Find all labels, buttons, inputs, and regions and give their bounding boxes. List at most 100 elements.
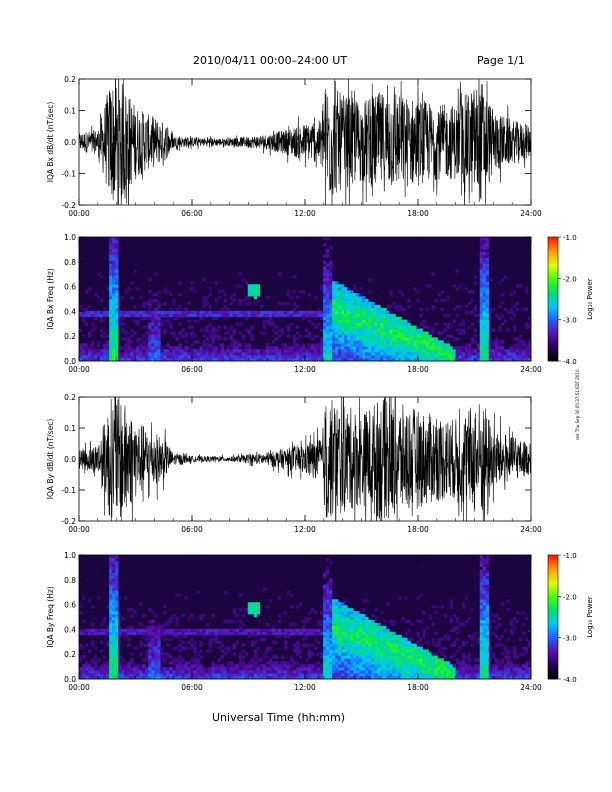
x-tick-label-0-3: 18:00 (407, 209, 429, 218)
spectrogram-cell (332, 602, 336, 606)
spectrogram-cell (326, 572, 330, 576)
spectrogram-cell (208, 313, 212, 318)
colorbar-swatch (548, 579, 558, 583)
spectrogram-cell (494, 634, 499, 638)
spectrogram-cell (85, 670, 89, 674)
spectrogram-cell (449, 346, 453, 350)
spectrogram-cell (154, 334, 158, 338)
spectrogram-cell (145, 676, 149, 680)
spectrogram-cell (317, 676, 321, 680)
spectrogram-cell (145, 313, 149, 318)
spectrogram-cell (461, 352, 465, 356)
spectrogram-cell (395, 673, 399, 677)
colorbar-swatch (548, 255, 558, 259)
spectrogram-cell (335, 637, 339, 641)
spectrogram-cell (305, 676, 309, 680)
spectrogram-cell (374, 625, 378, 630)
spectrogram-cell (365, 319, 369, 323)
y-tick-label-2-0: -0.2 (61, 517, 76, 526)
spectrogram-cell (172, 316, 176, 320)
spectrogram-cell (332, 658, 336, 662)
spectrogram-cell (142, 643, 146, 647)
spectrogram-cell (527, 640, 532, 644)
spectrogram-cell (178, 358, 182, 362)
spectrogram-cell (253, 287, 258, 291)
spectrogram-cell (419, 355, 423, 359)
spectrogram-cell (344, 670, 348, 674)
spectrogram-cell (305, 617, 309, 621)
spectrogram-cell (494, 661, 499, 665)
spectrogram-cell (473, 307, 478, 312)
spectrogram-cell (265, 346, 270, 350)
spectrogram-cell (85, 355, 89, 359)
spectrogram-cell (112, 587, 116, 591)
spectrogram-cell (226, 628, 230, 633)
spectrogram-cell (109, 625, 113, 630)
spectrogram-cell (326, 337, 330, 341)
spectrogram-cell (488, 625, 493, 630)
spectrogram-cell (368, 331, 372, 335)
spectrogram-cell (166, 628, 170, 633)
colorbar-swatch (548, 557, 558, 560)
spectrogram-cell (443, 670, 447, 674)
spectrogram-cell (377, 304, 381, 309)
spectrogram-cell (187, 346, 191, 350)
spectrogram-cell (479, 322, 484, 326)
spectrogram-cell (395, 349, 399, 353)
spectrogram-cell (148, 664, 152, 668)
spectrogram-cell (476, 667, 481, 671)
spectrogram-cell (383, 319, 387, 323)
spectrogram-cell (97, 631, 101, 636)
spectrogram-cell (121, 313, 125, 318)
spectrogram-cell (413, 334, 417, 338)
spectrogram-cell (232, 343, 236, 347)
spectrogram-cell (205, 628, 209, 633)
spectrogram-cell (247, 328, 252, 332)
spectrogram-cell (416, 290, 420, 294)
spectrogram-cell (217, 670, 221, 674)
spectrogram-cell (458, 667, 462, 671)
colorbar-swatch (548, 307, 558, 310)
spectrogram-cell (392, 652, 396, 656)
spectrogram-cell (350, 343, 354, 347)
spectrogram-cell (311, 676, 315, 680)
spectrogram-cell (431, 352, 435, 356)
spectrogram-cell (256, 608, 261, 612)
spectrogram-cell (419, 646, 423, 650)
spectrogram-cell (335, 310, 339, 315)
spectrogram-cell (377, 343, 381, 347)
spectrogram-cell (314, 355, 318, 359)
spectrogram-cell (419, 307, 423, 312)
spectrogram-cell (274, 310, 279, 315)
spectrogram-cell (262, 652, 267, 656)
spectrogram-cell (220, 307, 224, 312)
spectrogram-cell (392, 646, 396, 650)
spectrogram-cell (329, 304, 333, 309)
spectrogram-cell (151, 637, 155, 641)
spectrogram-cell (112, 340, 116, 344)
spectrogram-cell (232, 355, 236, 359)
spectrogram-cell (332, 664, 336, 668)
spectrogram-cell (485, 575, 490, 579)
spectrogram-cell (326, 676, 330, 680)
spectrogram-cell (362, 608, 366, 612)
spectrogram-cell (386, 637, 390, 641)
spectrogram-cell (344, 352, 348, 356)
spectrogram-cell (109, 242, 113, 247)
spectrogram-cell (94, 355, 98, 359)
spectrogram-cell (506, 673, 511, 677)
spectrogram-cell (485, 251, 490, 256)
spectrogram-cell (250, 670, 255, 674)
spectrogram-cell (506, 655, 511, 659)
spectrogram-cell (283, 611, 288, 615)
spectrogram-cell (109, 287, 113, 291)
spectrogram-cell (157, 664, 161, 668)
spectrogram-cell (503, 307, 508, 312)
spectrogram-cell (338, 328, 342, 332)
spectrogram-cell (380, 658, 384, 662)
spectrogram-cell (485, 334, 490, 338)
colorbar-swatch (548, 344, 558, 347)
spectrogram-cell (323, 608, 327, 612)
spectrogram-cell (298, 310, 303, 315)
spectrogram-cell (121, 628, 125, 633)
